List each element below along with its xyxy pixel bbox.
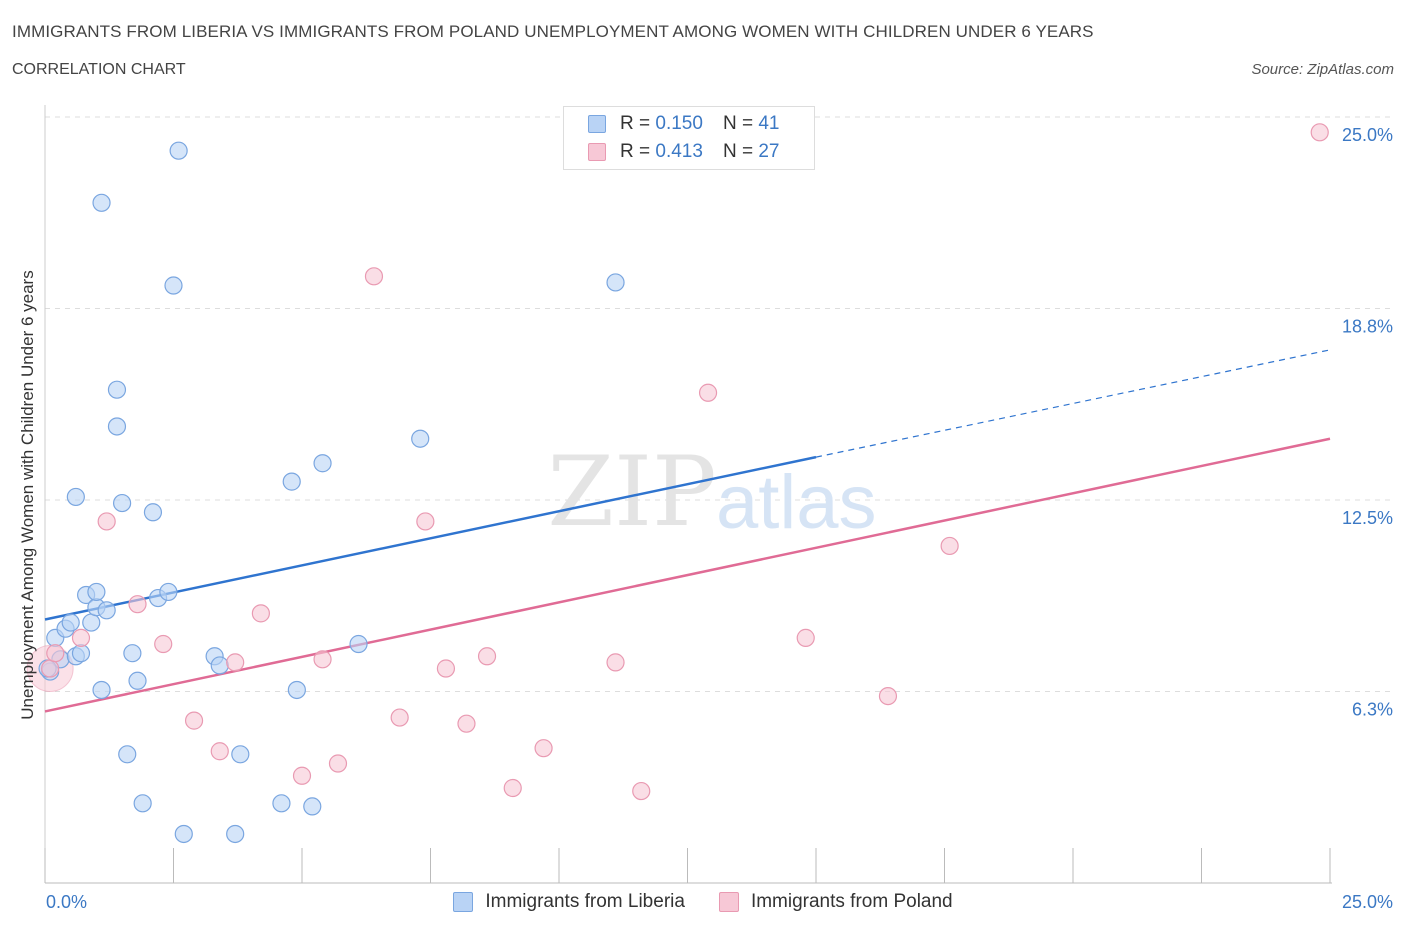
legend-r-value-poland: 0.413 — [655, 141, 703, 162]
legend-n-value-liberia: 41 — [758, 113, 780, 134]
liberia-point — [112, 493, 132, 513]
legend-r-value-liberia: 0.150 — [655, 113, 703, 134]
watermark-atlas: atlas — [716, 460, 877, 545]
legend-r-label: R = — [620, 113, 651, 134]
liberia-point — [143, 503, 163, 522]
legend-n-value-poland: 27 — [758, 141, 780, 162]
y-tick-label: 18.8% — [1342, 317, 1393, 337]
correlation-legend: R = 0.150 N = 41 R = 0.413 N = 27 — [563, 106, 815, 170]
poland-point — [503, 778, 522, 798]
poland-point — [796, 628, 815, 647]
series-legend-poland[interactable]: Immigrants from Poland — [718, 891, 953, 913]
poland-point — [313, 650, 332, 669]
liberia-point — [133, 794, 152, 813]
x-tick-label: 25.0% — [1342, 892, 1393, 912]
poland-point — [71, 628, 91, 647]
poland-point — [292, 766, 312, 785]
legend-swatch-poland — [588, 143, 606, 161]
poland-point — [436, 659, 456, 678]
legend-r-label: R = — [620, 141, 651, 162]
liberia-point — [82, 613, 101, 632]
poland-point — [154, 634, 173, 654]
series-swatch-poland — [718, 892, 739, 912]
legend-n-label: N = — [722, 141, 754, 162]
liberia-point — [128, 671, 147, 690]
poland-point — [1310, 123, 1329, 142]
source-credit: Source: ZipAtlas.com — [1251, 61, 1394, 78]
chart-title: IMMIGRANTS FROM LIBERIA VS IMMIGRANTS FR… — [12, 22, 1094, 41]
poland-point — [328, 754, 348, 773]
liberia-point — [159, 582, 178, 602]
x-tick-label: 0.0% — [46, 892, 87, 912]
legend-row-poland: R = 0.413 N = 27 — [588, 141, 779, 163]
y-tick-label: 25.0% — [1342, 125, 1393, 145]
legend-n-label: N = — [722, 113, 754, 134]
liberia-point — [606, 273, 625, 292]
liberia-trend-extension — [815, 349, 1331, 458]
poland-point — [41, 659, 60, 678]
liberia-point — [313, 454, 332, 473]
liberia-point — [107, 380, 127, 399]
poland-point — [210, 742, 229, 761]
poland-point — [226, 653, 245, 672]
liberia-point — [231, 745, 250, 764]
poland-point — [128, 595, 147, 614]
liberia-point — [97, 601, 116, 620]
liberia-point — [303, 797, 322, 816]
poland-point — [251, 604, 270, 623]
liberia-point — [87, 582, 106, 602]
y-tick-label: 6.3% — [1352, 700, 1393, 720]
liberia-point — [92, 193, 111, 212]
watermark: ZIP atlas — [547, 436, 876, 548]
liberia-point — [164, 276, 183, 295]
poland-point — [390, 708, 409, 727]
liberia-point — [92, 680, 111, 700]
series-legend-liberia[interactable]: Immigrants from Liberia — [453, 891, 685, 913]
series-legend: Immigrants from Liberia Immigrants from … — [0, 888, 1406, 916]
series-swatch-liberia — [453, 892, 474, 912]
y-axis-label: Unemployment Among Women with Children U… — [18, 270, 37, 720]
grid-lines — [45, 116, 1395, 692]
liberia-point — [66, 487, 85, 507]
liberia-point — [287, 680, 306, 700]
poland-point — [97, 512, 116, 531]
poland-point — [878, 686, 898, 706]
liberia-point — [272, 794, 291, 813]
data-points — [26, 123, 1329, 844]
poland-point — [606, 653, 625, 672]
poland-point — [46, 644, 65, 663]
liberia-point — [174, 824, 193, 844]
y-tick-label: 12.5% — [1342, 508, 1393, 528]
liberia-point — [349, 634, 368, 654]
legend-row-liberia: R = 0.150 N = 41 — [588, 113, 779, 135]
poland-trend-line — [44, 437, 1331, 713]
series-legend-poland-label: Immigrants from Poland — [750, 891, 953, 912]
liberia-point — [169, 141, 188, 160]
liberia-point — [107, 417, 127, 436]
poland-point — [416, 512, 435, 531]
tick-labels: 6.3% 12.5% 18.8% 25.0% 0.0% 25.0% — [46, 125, 1393, 912]
poland-point — [477, 647, 497, 666]
liberia-point — [123, 644, 142, 663]
poland-point — [364, 267, 384, 286]
poland-point — [184, 711, 204, 730]
liberia-point — [411, 429, 430, 448]
series-legend-liberia-label: Immigrants from Liberia — [485, 891, 685, 912]
poland-point — [457, 714, 476, 733]
watermark-zip: ZIP — [547, 436, 716, 548]
legend-swatch-liberia — [588, 115, 606, 133]
chart-subtitle: CORRELATION CHART — [12, 61, 186, 78]
poland-point — [632, 781, 651, 801]
liberia-point — [282, 472, 301, 491]
liberia-point — [118, 745, 137, 764]
axes — [44, 105, 1332, 884]
liberia-point — [71, 644, 91, 663]
liberia-point — [210, 656, 229, 675]
liberia-point — [61, 613, 80, 632]
liberia-point — [226, 824, 245, 844]
poland-point — [534, 739, 553, 758]
poland-point — [698, 383, 718, 402]
poland-point — [940, 536, 959, 556]
